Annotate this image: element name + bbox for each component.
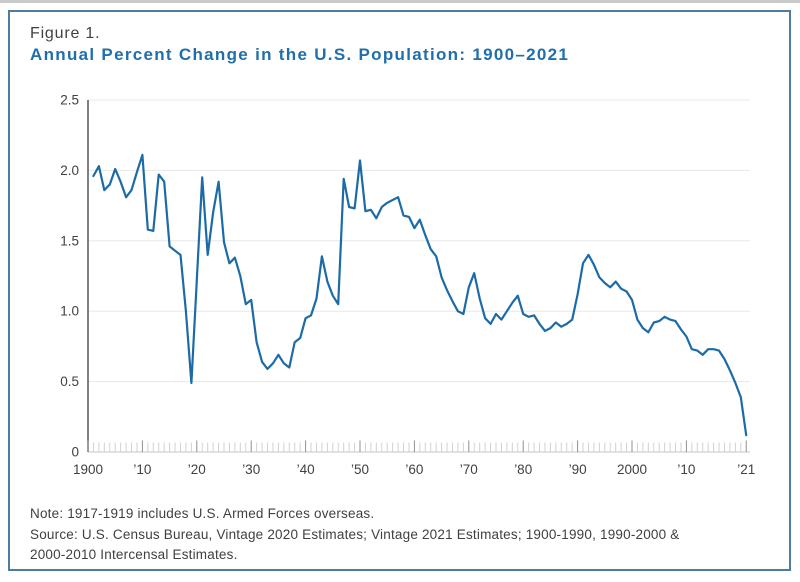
- x-tick-label: ’10: [677, 462, 695, 477]
- x-tick-label: ’50: [351, 462, 369, 477]
- chart-source-line-2: 2000-2010 Intercensal Estimates.: [30, 547, 238, 562]
- chart-note: Note: 1917-1919 includes U.S. Armed Forc…: [30, 506, 375, 521]
- x-tick-label: ’20: [188, 462, 206, 477]
- population-change-line: [92, 153, 748, 437]
- chart-title: Annual Percent Change in the U.S. Popula…: [30, 45, 570, 64]
- figure-card: [8, 10, 791, 571]
- x-tick-label: ’30: [242, 462, 260, 477]
- y-tick-label: 2.5: [60, 93, 79, 108]
- chart-footer: Note: 1917-1919 includes U.S. Armed Forc…: [30, 504, 760, 565]
- x-tick-label: ’40: [297, 462, 315, 477]
- top-edge-strip: [0, 0, 800, 3]
- y-tick-label: 1.5: [60, 233, 79, 248]
- chart-source: Source: U.S. Census Bureau, Vintage 2020…: [30, 525, 760, 565]
- y-tick-label: 1.0: [60, 304, 79, 319]
- chart-source-line-1: Source: U.S. Census Bureau, Vintage 2020…: [30, 527, 680, 542]
- y-tick-label: 2.0: [60, 163, 79, 178]
- x-tick-label: ’90: [569, 462, 587, 477]
- x-tick-label: ’80: [514, 462, 532, 477]
- x-tick-label: ’10: [133, 462, 151, 477]
- x-tick-label: 2000: [617, 462, 647, 477]
- x-tick-label: 1900: [73, 462, 103, 477]
- x-tick-label: ’21: [737, 462, 755, 477]
- figure-label: Figure 1.: [30, 25, 101, 42]
- x-tick-label: ’70: [460, 462, 478, 477]
- x-tick-label: ’60: [405, 462, 423, 477]
- y-tick-label: 0.5: [60, 374, 79, 389]
- y-tick-label: 0: [71, 445, 79, 460]
